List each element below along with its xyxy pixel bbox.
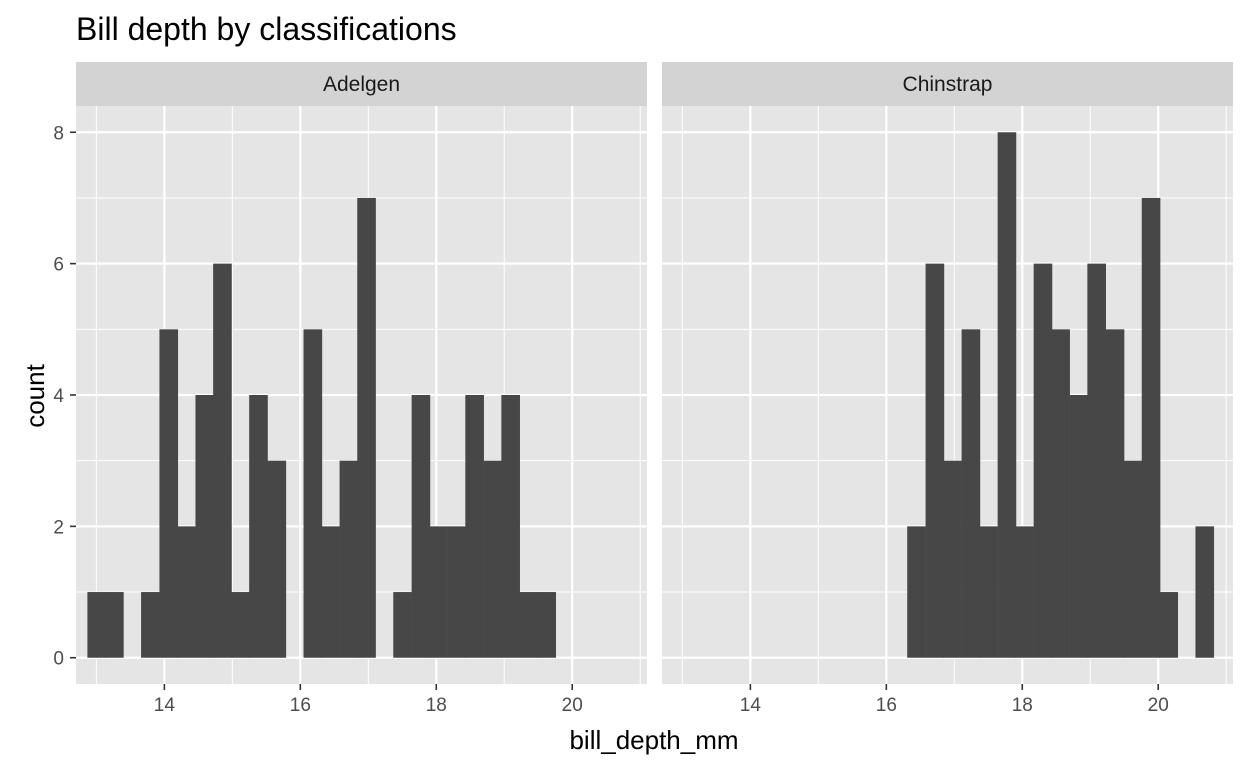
histogram-bar	[339, 460, 359, 658]
histogram-bar	[1159, 592, 1179, 658]
histogram-bar	[393, 592, 412, 658]
facet-strip	[662, 62, 1233, 106]
histogram-bar	[267, 460, 287, 658]
histogram-bar	[1141, 197, 1161, 658]
histogram-bar	[1033, 263, 1053, 658]
y-tick-label: 0	[53, 649, 64, 670]
histogram-bar	[1195, 526, 1215, 658]
histogram-bar	[447, 526, 467, 658]
histogram-bar	[483, 460, 503, 658]
histogram-bar	[429, 526, 448, 658]
histogram-bar	[357, 197, 376, 658]
histogram-bar	[961, 329, 981, 658]
histogram-bar	[979, 526, 998, 658]
histogram-bar	[1123, 460, 1143, 658]
histogram-bar	[943, 460, 962, 658]
histogram-bar	[411, 395, 431, 658]
x-tick-label: 16	[290, 695, 311, 716]
histogram-bar	[501, 395, 520, 658]
histogram-bar	[213, 263, 232, 658]
chart-title: Bill depth by classifications	[76, 11, 457, 47]
histogram-bar	[87, 592, 106, 658]
histogram-bar	[1105, 329, 1125, 658]
histogram-bar	[1069, 395, 1089, 658]
x-axis-title: bill_depth_mm	[569, 725, 738, 755]
x-tick-label: 18	[426, 695, 447, 716]
x-tick-label: 20	[562, 695, 583, 716]
histogram-bar	[997, 132, 1017, 658]
y-tick-label: 4	[53, 386, 64, 407]
y-axis-title: count	[20, 363, 50, 427]
histogram-bar	[1087, 263, 1106, 658]
facet-strip-label: Chinstrap	[903, 73, 993, 96]
histogram-bar	[537, 592, 557, 658]
histogram-bar	[907, 526, 926, 658]
x-tick-label: 14	[154, 695, 176, 716]
x-axis: 14 16 18 20 14 16 18 20	[154, 684, 1169, 716]
y-tick-label: 6	[53, 255, 64, 276]
histogram-bar	[159, 329, 179, 658]
histogram-bar	[465, 395, 484, 658]
histogram-bar	[925, 263, 945, 658]
x-tick-label: 20	[1148, 695, 1169, 716]
histogram-bar	[321, 526, 340, 658]
histogram-bar	[519, 592, 539, 658]
x-tick-label: 14	[740, 695, 762, 716]
histogram-bar	[303, 329, 323, 658]
histogram-bar	[249, 395, 268, 658]
histogram-bar	[141, 592, 160, 658]
y-tick-label: 8	[53, 123, 64, 144]
facet-panel-1: Chinstrap	[662, 62, 1233, 684]
facet-panels: Adelgen Chinstrap	[76, 62, 1233, 684]
facet-panel-0: Adelgen	[76, 62, 647, 684]
x-tick-label: 18	[1012, 695, 1033, 716]
facet-strip	[76, 62, 647, 106]
histogram-bar	[1051, 329, 1070, 658]
y-axis: 0 2 4 6 8	[53, 123, 76, 670]
facet-strip-label: Adelgen	[323, 73, 400, 96]
histogram-bar	[195, 395, 215, 658]
histogram-bar	[231, 592, 251, 658]
y-tick-label: 2	[53, 517, 64, 538]
histogram-bar	[105, 592, 124, 658]
x-tick-label: 16	[876, 695, 897, 716]
histogram-bar	[1015, 526, 1034, 658]
histogram-bar	[177, 526, 196, 658]
